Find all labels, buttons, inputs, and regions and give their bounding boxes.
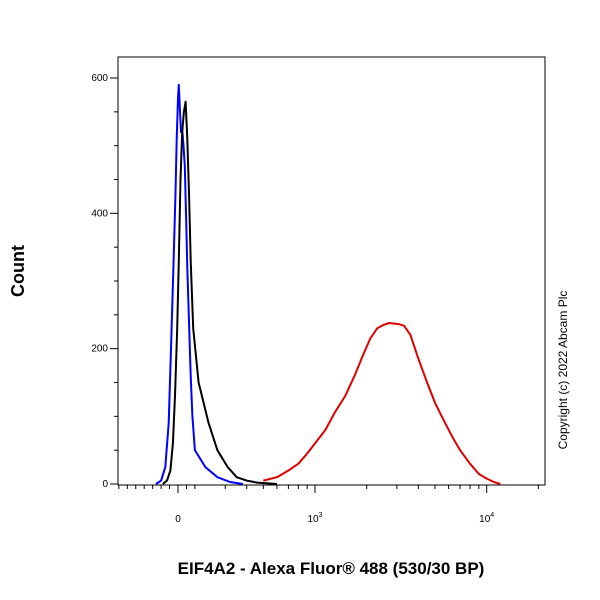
copyright-notice: Copyright (c) 2022 Abcam Plc	[556, 291, 570, 450]
y-tick-label: 600	[91, 73, 108, 84]
x-axis-title: EIF4A2 - Alexa Fluor® 488 (530/30 BP)	[178, 559, 485, 578]
y-axis: 0 200 400 600	[91, 73, 118, 490]
y-tick-label: 0	[102, 479, 108, 490]
y-tick-label: 200	[91, 344, 108, 355]
histogram-series-2	[162, 100, 277, 485]
y-tick-label: 400	[91, 208, 108, 219]
y-axis-title: Count	[8, 245, 28, 297]
x-tick-label: 0	[175, 514, 181, 525]
series-layer	[155, 83, 501, 485]
histogram-series-1	[155, 83, 244, 485]
histogram-series-3	[263, 322, 501, 485]
x-tick-label: 103	[307, 512, 322, 525]
x-axis: 0103104105	[118, 485, 539, 525]
plot-frame	[117, 56, 546, 486]
x-tick-label: 104	[479, 512, 494, 525]
